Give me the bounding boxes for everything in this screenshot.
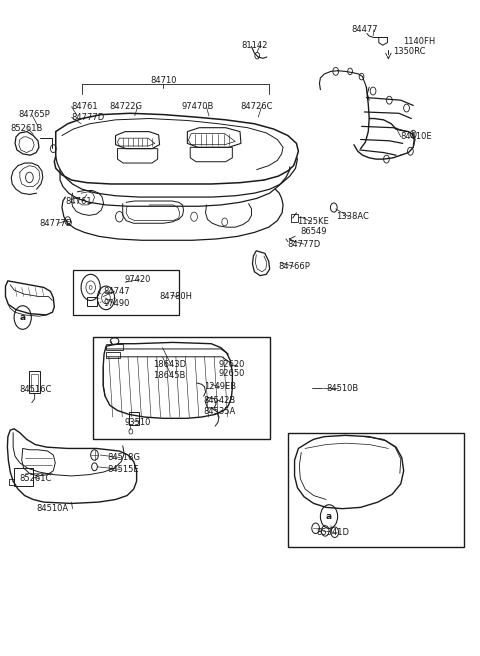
Text: 84765P: 84765P bbox=[18, 110, 49, 119]
Text: 92650: 92650 bbox=[219, 369, 245, 379]
Text: 84722G: 84722G bbox=[110, 102, 143, 112]
Text: 84766P: 84766P bbox=[278, 262, 310, 271]
Text: 85261B: 85261B bbox=[10, 125, 43, 134]
Text: 84747: 84747 bbox=[103, 287, 130, 296]
Bar bbox=[93, 337, 270, 440]
Text: 1350RC: 1350RC bbox=[393, 47, 426, 56]
Text: 92620: 92620 bbox=[219, 360, 245, 369]
Bar bbox=[129, 412, 139, 425]
Text: 84726C: 84726C bbox=[240, 102, 273, 112]
Text: 1338AC: 1338AC bbox=[336, 213, 369, 221]
Bar bbox=[31, 374, 38, 391]
Text: 84780H: 84780H bbox=[159, 292, 192, 301]
Text: 84410E: 84410E bbox=[401, 133, 432, 141]
Text: 84510A: 84510A bbox=[36, 504, 69, 513]
Text: 84710: 84710 bbox=[150, 76, 177, 85]
Text: 84477: 84477 bbox=[351, 25, 378, 34]
Text: 1125KE: 1125KE bbox=[298, 217, 329, 226]
Text: 84542B: 84542B bbox=[204, 396, 236, 405]
Text: 97420: 97420 bbox=[124, 275, 151, 284]
Bar bbox=[291, 214, 299, 222]
Text: 84777D: 84777D bbox=[72, 113, 105, 122]
Text: 84515E: 84515E bbox=[107, 465, 139, 474]
Text: 84761: 84761 bbox=[72, 102, 98, 112]
Bar bbox=[288, 433, 464, 546]
Text: 18645B: 18645B bbox=[153, 371, 185, 380]
Text: 84510B: 84510B bbox=[326, 384, 359, 393]
Text: 84518G: 84518G bbox=[107, 453, 140, 462]
Bar bbox=[73, 270, 179, 315]
Text: 97470B: 97470B bbox=[181, 102, 214, 112]
Text: 1249EB: 1249EB bbox=[204, 382, 236, 392]
Text: a: a bbox=[20, 313, 26, 322]
Text: a: a bbox=[326, 512, 332, 521]
Bar bbox=[29, 371, 40, 394]
Text: 97490: 97490 bbox=[103, 298, 130, 308]
Bar bbox=[14, 468, 33, 486]
Text: 84777D: 84777D bbox=[39, 218, 72, 228]
Text: 1140FH: 1140FH bbox=[403, 37, 435, 46]
Text: 84761: 84761 bbox=[66, 197, 93, 205]
Bar bbox=[87, 297, 97, 306]
Bar bbox=[106, 344, 123, 350]
Text: 18643D: 18643D bbox=[153, 360, 186, 369]
Text: 86549: 86549 bbox=[300, 226, 327, 236]
Text: 81142: 81142 bbox=[241, 41, 267, 50]
Text: 93510: 93510 bbox=[124, 418, 151, 427]
Text: 84535A: 84535A bbox=[204, 407, 236, 417]
Text: 85341D: 85341D bbox=[317, 527, 349, 537]
Text: 85261C: 85261C bbox=[19, 474, 51, 483]
Text: 84516C: 84516C bbox=[19, 385, 51, 394]
Bar bbox=[106, 352, 120, 358]
Text: 84777D: 84777D bbox=[288, 239, 321, 249]
